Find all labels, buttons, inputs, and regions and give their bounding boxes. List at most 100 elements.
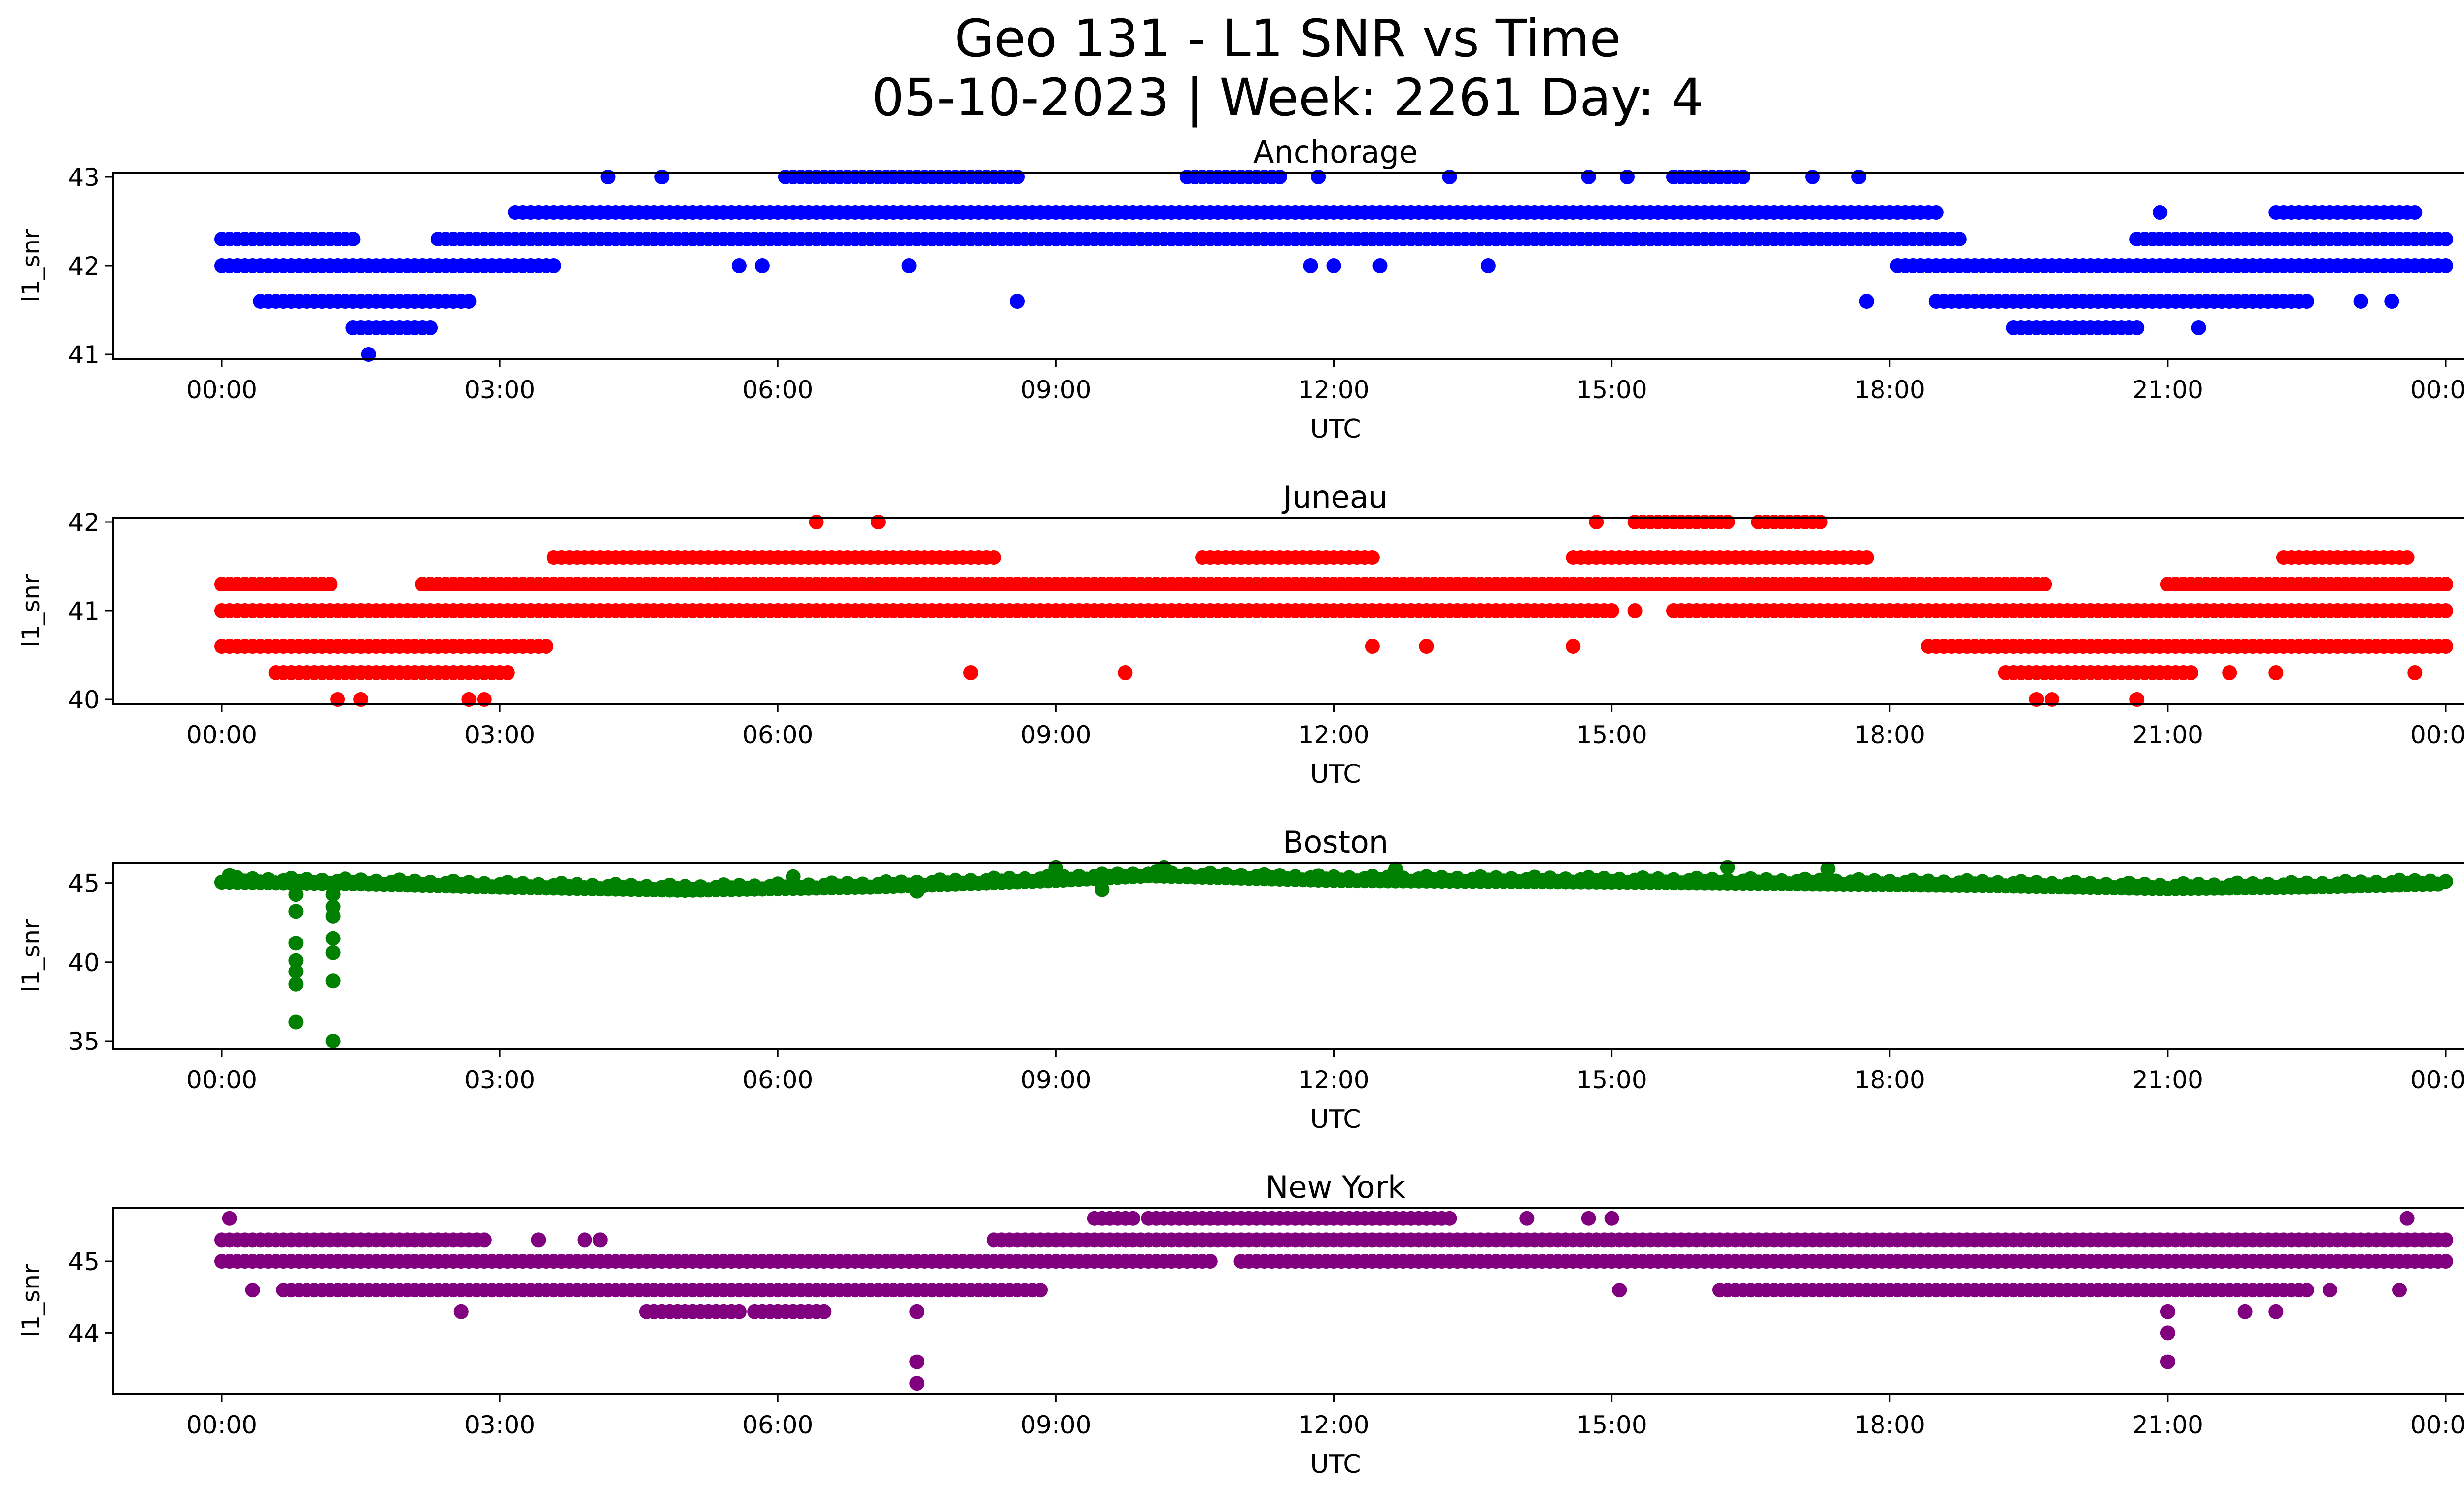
data-point bbox=[325, 931, 341, 946]
x-axis-label: UTC bbox=[1310, 1105, 1361, 1134]
data-point bbox=[1820, 861, 1836, 876]
x-tick-label: 03:00 bbox=[464, 376, 535, 404]
y-tick-label: 40 bbox=[68, 948, 100, 977]
data-point bbox=[2160, 1304, 2175, 1319]
data-point bbox=[322, 577, 338, 591]
x-tick-label: 15:00 bbox=[1576, 1066, 1647, 1094]
data-point bbox=[901, 258, 917, 273]
x-tick-label: 09:00 bbox=[1020, 376, 1091, 404]
x-tick-label: 18:00 bbox=[1854, 1411, 1925, 1439]
x-tick-label: 00:00 bbox=[186, 1066, 257, 1094]
x-axis-label: UTC bbox=[1310, 415, 1361, 444]
data-point bbox=[2438, 874, 2453, 889]
x-tick-label: 12:00 bbox=[1298, 721, 1369, 749]
x-axis-label: UTC bbox=[1310, 760, 1361, 789]
data-point bbox=[963, 665, 978, 680]
data-point bbox=[2237, 1304, 2253, 1319]
data-point bbox=[1126, 1211, 1141, 1226]
data-point bbox=[2438, 1232, 2453, 1248]
data-point bbox=[754, 258, 770, 273]
x-tick-label: 12:00 bbox=[1298, 1066, 1369, 1094]
panel-title: New York bbox=[1266, 1169, 1405, 1205]
data-point bbox=[325, 973, 341, 989]
data-point bbox=[325, 1034, 341, 1048]
data-point bbox=[1928, 205, 1944, 220]
data-point bbox=[1480, 258, 1496, 273]
panel-new-york: New York 00:00 03:00 06:00 09:00 12:00 15:00 18… bbox=[17, 1169, 2464, 1479]
data-point bbox=[909, 883, 924, 899]
x-tick-label: 21:00 bbox=[2132, 1411, 2203, 1439]
data-point bbox=[987, 550, 1001, 565]
y-tick-label: 45 bbox=[68, 869, 100, 898]
data-point bbox=[2153, 205, 2168, 220]
data-point bbox=[345, 232, 361, 246]
data-point bbox=[1326, 258, 1341, 273]
x-tick-label: 15:00 bbox=[1576, 721, 1647, 749]
data-point bbox=[1118, 665, 1133, 680]
x-tick-label: 00:00 bbox=[2410, 1066, 2464, 1094]
y-axis-label: l1_snr bbox=[17, 1264, 45, 1337]
x-tick-label: 12:00 bbox=[1298, 376, 1369, 404]
x-tick-label: 00:00 bbox=[186, 721, 257, 749]
data-point bbox=[2299, 294, 2314, 309]
x-tick-label: 06:00 bbox=[742, 1066, 813, 1094]
panel-title: Boston bbox=[1283, 824, 1388, 860]
data-point bbox=[461, 294, 477, 309]
x-tick-label: 06:00 bbox=[742, 1411, 813, 1439]
data-point bbox=[1519, 1211, 1535, 1226]
data-point bbox=[1442, 1211, 1457, 1226]
data-point bbox=[2183, 665, 2198, 680]
data-point bbox=[2191, 1283, 2206, 1298]
data-point bbox=[1095, 882, 1110, 897]
x-tick-label: 15:00 bbox=[1576, 376, 1647, 404]
data-point bbox=[2392, 1283, 2407, 1298]
data-point bbox=[1419, 639, 1434, 654]
data-point bbox=[2407, 205, 2423, 220]
data-point bbox=[2438, 1254, 2453, 1269]
y-axis-label: l1_snr bbox=[17, 574, 45, 647]
panel-juneau: Juneau 00:00 03:00 06:00 09:00 12:00 15:00 18:0… bbox=[17, 479, 2464, 789]
data-point bbox=[1365, 639, 1380, 654]
x-tick-label: 21:00 bbox=[2132, 721, 2203, 749]
x-tick-label: 00:00 bbox=[2410, 376, 2464, 404]
data-point bbox=[1365, 550, 1380, 565]
data-point bbox=[1859, 294, 1874, 309]
data-point bbox=[2322, 1283, 2337, 1298]
data-point bbox=[423, 320, 438, 335]
panel-title: Juneau bbox=[1281, 479, 1388, 515]
data-point bbox=[1612, 1283, 1627, 1298]
data-point bbox=[1372, 258, 1388, 273]
data-point bbox=[731, 258, 747, 273]
data-point bbox=[1604, 1211, 1619, 1226]
data-point bbox=[245, 1283, 260, 1298]
data-point bbox=[1566, 639, 1581, 654]
data-point bbox=[2438, 639, 2453, 654]
data-point bbox=[731, 1304, 747, 1319]
data-point bbox=[2129, 320, 2145, 335]
data-point bbox=[2191, 320, 2206, 335]
y-tick-label: 43 bbox=[68, 163, 100, 192]
data-point bbox=[288, 964, 304, 979]
data-point bbox=[786, 869, 801, 884]
x-tick-label: 21:00 bbox=[2132, 1066, 2203, 1094]
x-tick-label: 18:00 bbox=[1854, 1066, 1925, 1094]
x-tick-label: 09:00 bbox=[1020, 1066, 1091, 1094]
data-point bbox=[1048, 860, 1063, 875]
y-tick-label: 45 bbox=[68, 1248, 100, 1276]
data-point bbox=[288, 887, 304, 902]
panel-boston: Boston 00:00 03:00 06:00 09:00 12:00 15:00 18:0… bbox=[17, 824, 2464, 1134]
data-point bbox=[1859, 550, 1874, 565]
x-tick-label: 03:00 bbox=[464, 721, 535, 749]
data-point bbox=[2384, 294, 2399, 309]
data-point bbox=[2299, 1283, 2314, 1298]
data-point bbox=[2037, 577, 2052, 591]
data-point bbox=[1388, 861, 1403, 876]
y-tick-label: 42 bbox=[68, 508, 100, 537]
data-point bbox=[288, 976, 304, 992]
data-points bbox=[214, 1211, 2453, 1391]
x-tick-label: 06:00 bbox=[742, 376, 813, 404]
data-point bbox=[2268, 665, 2284, 680]
data-point bbox=[592, 1232, 608, 1248]
x-tick-label: 09:00 bbox=[1020, 721, 1091, 749]
